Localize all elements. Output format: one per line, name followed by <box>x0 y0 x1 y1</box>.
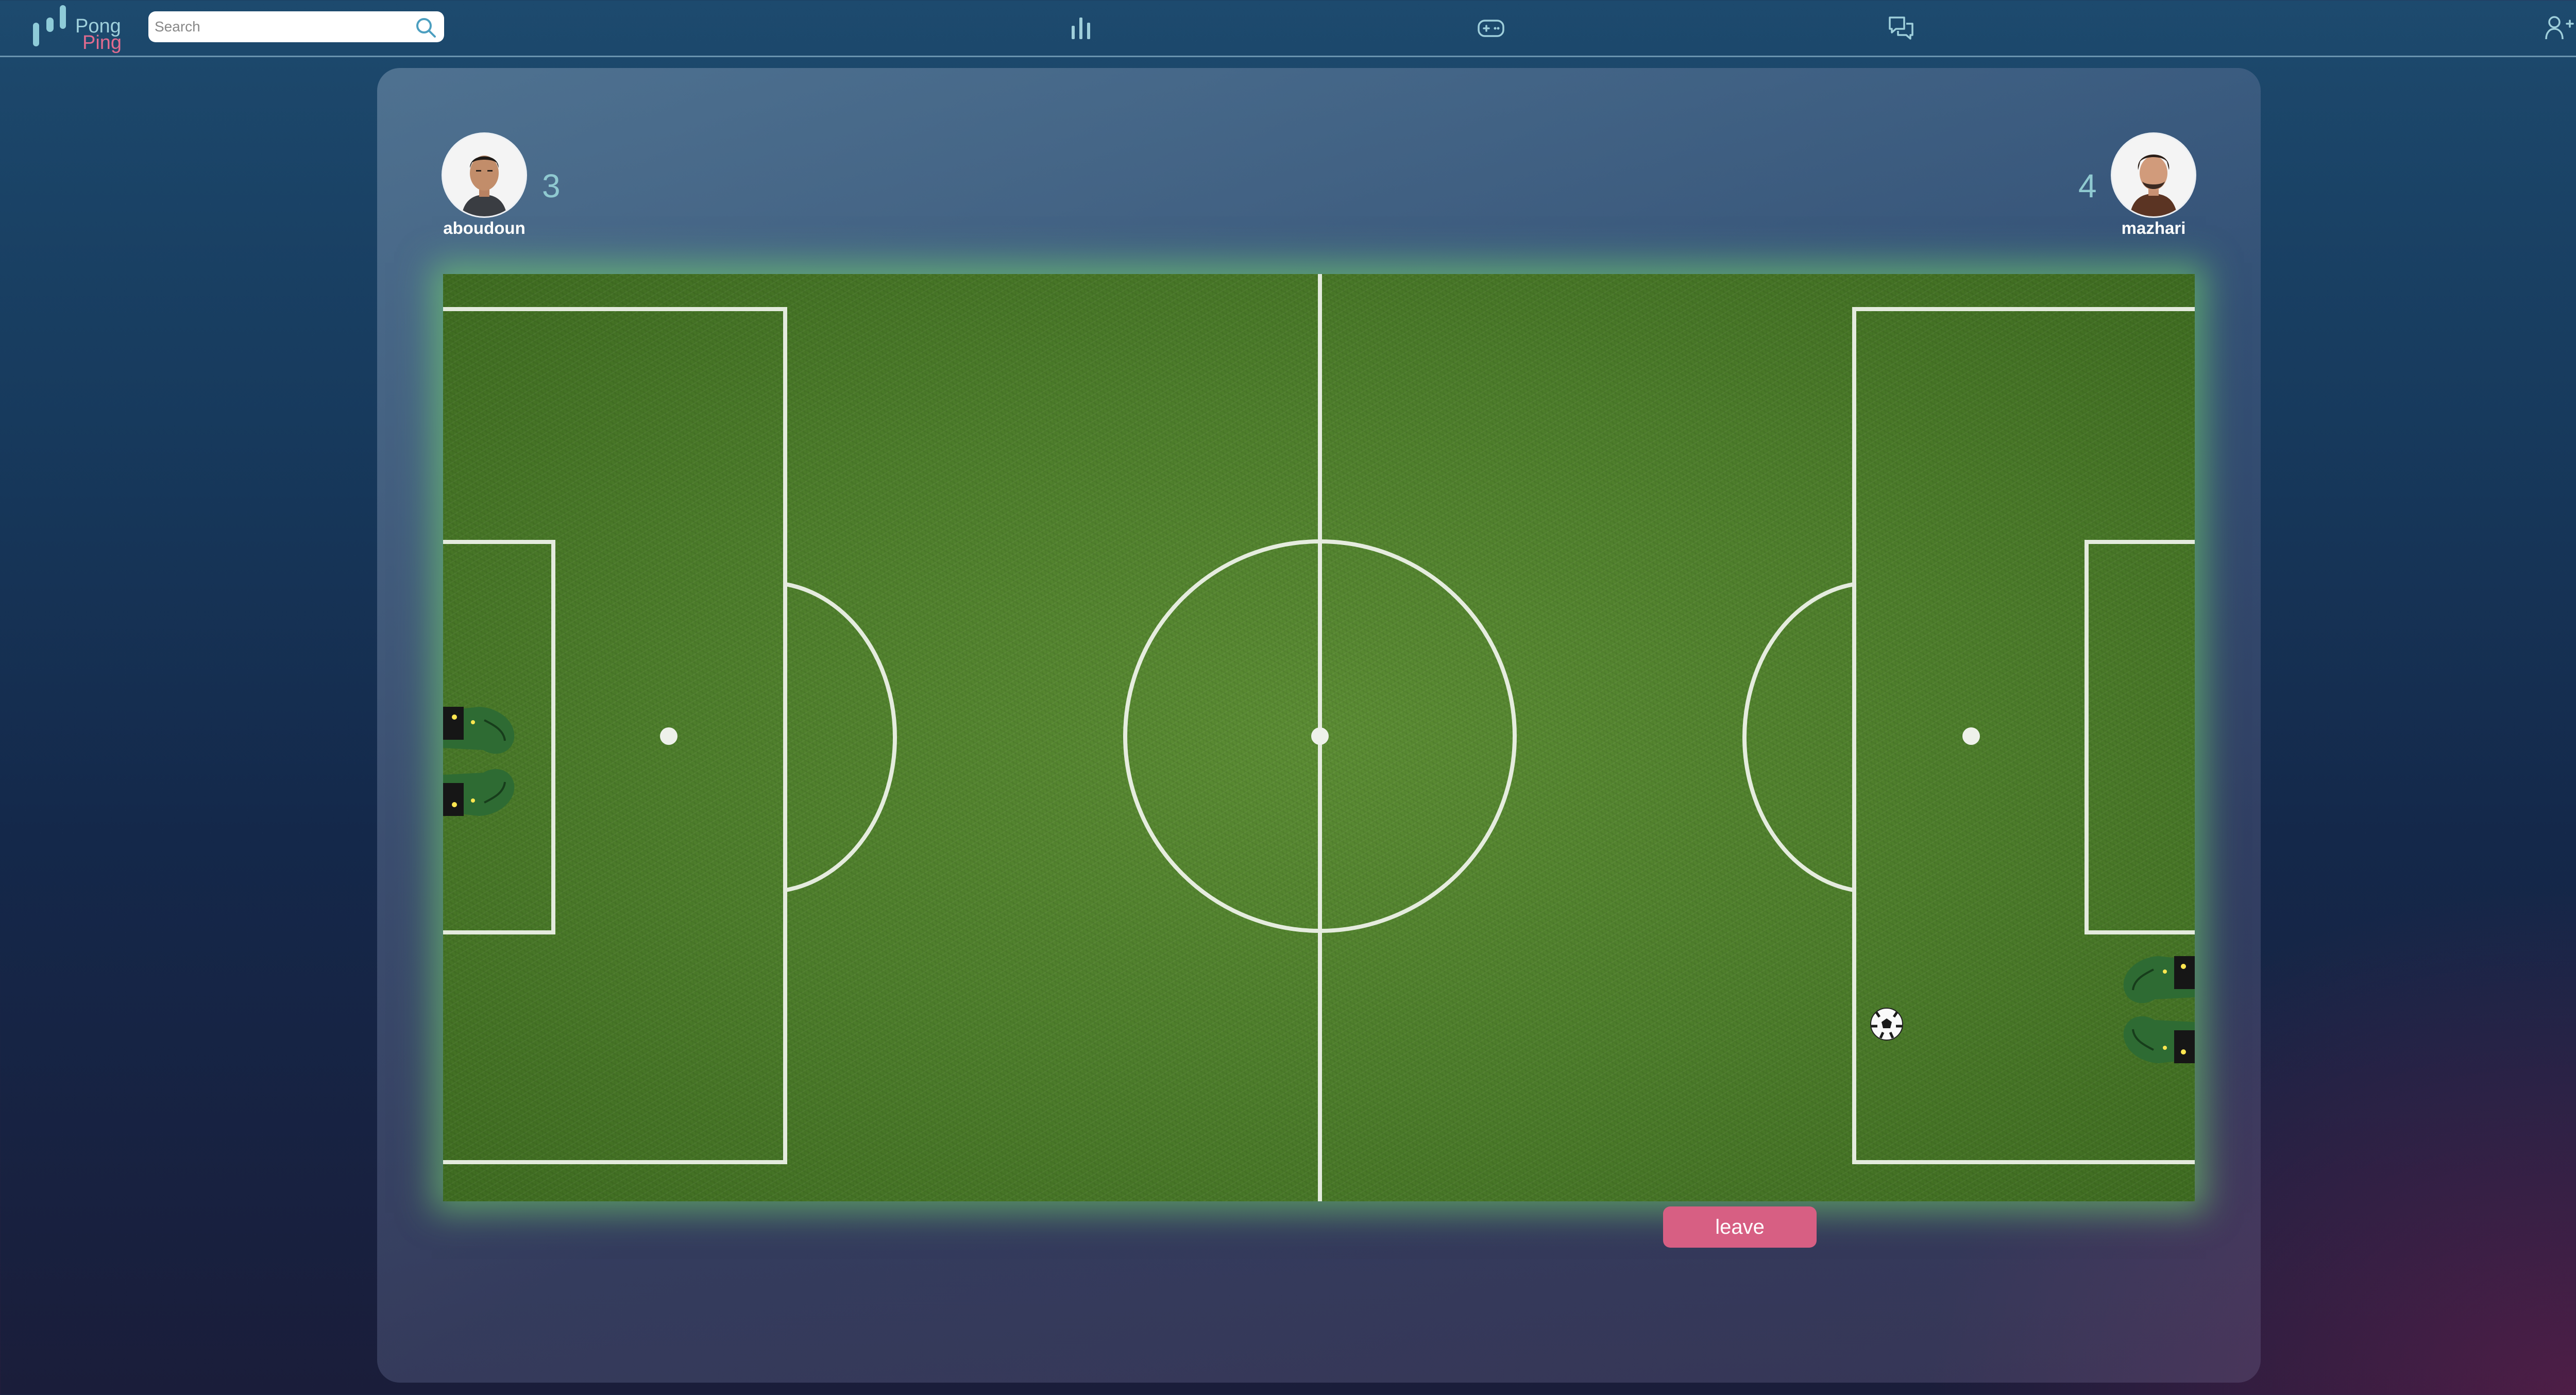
left-player-avatar[interactable] <box>443 134 526 216</box>
right-player-name: mazhari <box>2121 218 2186 237</box>
user-plus-icon[interactable] <box>2544 14 2574 41</box>
logo-mark-icon <box>33 5 66 46</box>
soccer-ball-icon <box>1870 1008 1903 1041</box>
right-penalty-spot <box>1962 727 1980 745</box>
left-player-name: aboudoun <box>443 218 526 237</box>
logo-text-ping: Ping <box>82 32 122 54</box>
right-player: mazhari <box>2112 134 2195 238</box>
field-lines <box>443 274 2195 1201</box>
search-bar <box>148 11 444 42</box>
chat-bubbles-icon[interactable] <box>1887 13 1916 42</box>
gamepad-icon[interactable] <box>1477 13 1505 42</box>
left-penalty-spot <box>660 727 677 745</box>
right-player-avatar[interactable] <box>2112 134 2195 216</box>
center-spot <box>1311 727 1329 745</box>
left-player-score: 3 <box>542 167 561 205</box>
right-paddle-gloves-icon[interactable] <box>2123 956 2195 1063</box>
left-player-photo <box>443 134 526 216</box>
top-bar: Pong Ping <box>0 0 2576 57</box>
soccer-field[interactable] <box>443 274 2195 1201</box>
right-player-photo <box>2112 134 2195 216</box>
bar-chart-icon[interactable] <box>1066 13 1095 42</box>
leave-button[interactable]: leave <box>1663 1206 1817 1248</box>
search-icon[interactable] <box>414 16 437 39</box>
left-paddle-gloves-icon[interactable] <box>443 707 515 816</box>
left-player: aboudoun <box>443 134 526 238</box>
logo-text-pong: Pong <box>75 15 121 37</box>
right-player-score: 4 <box>2078 167 2097 205</box>
search-input[interactable] <box>154 12 403 42</box>
app-logo[interactable]: Pong Ping <box>31 2 129 54</box>
